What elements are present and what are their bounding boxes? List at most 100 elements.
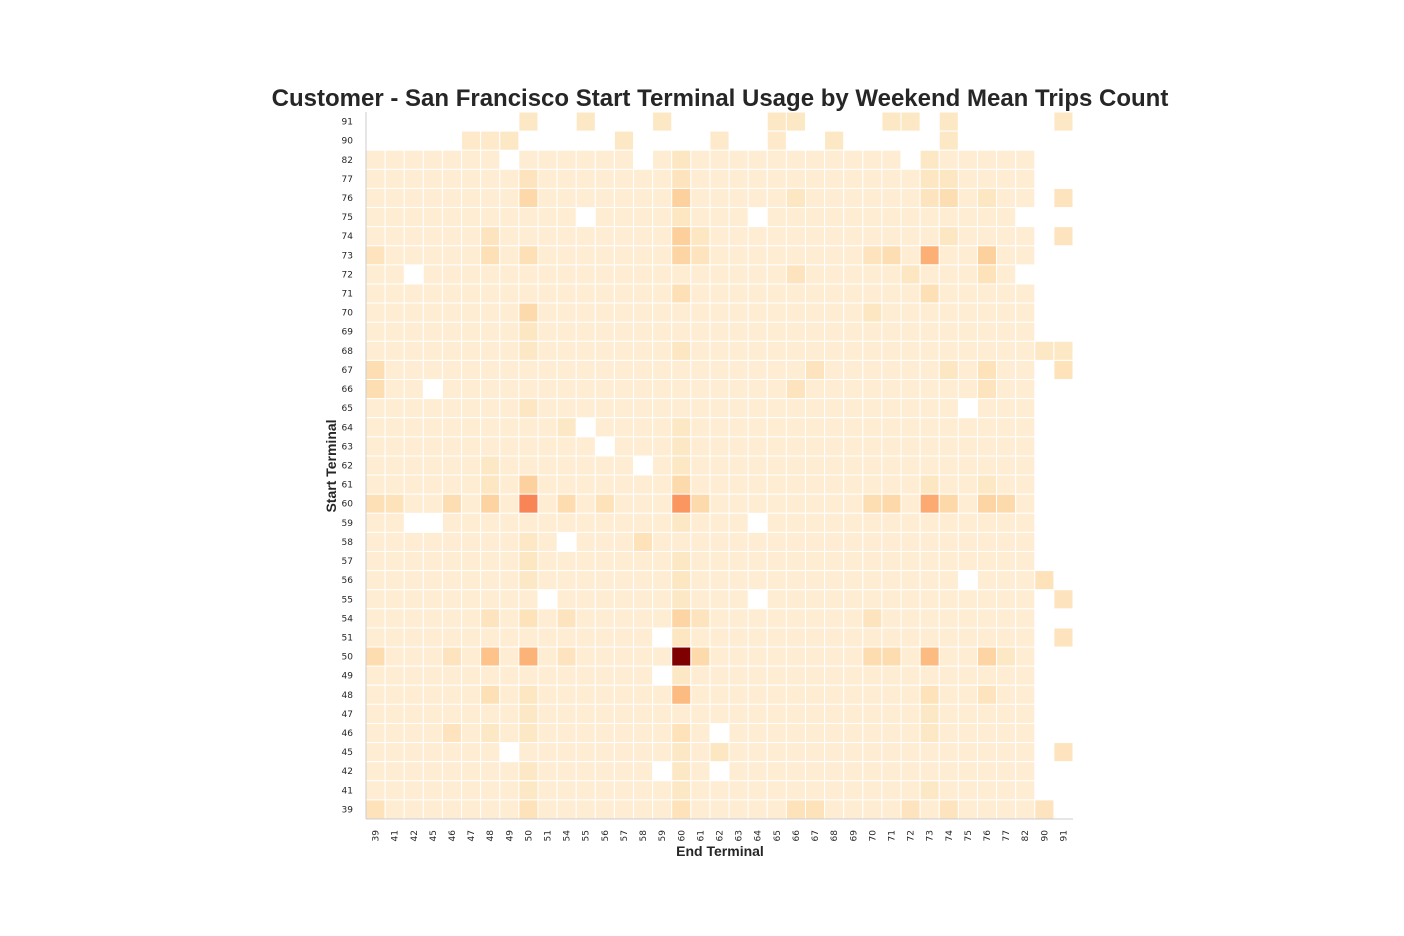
heatmap-cell: [824, 187, 845, 209]
heatmap-cell: [919, 531, 940, 552]
heatmap-cell: [996, 340, 1017, 361]
heatmap-cell: [938, 570, 959, 591]
heatmap-cell: [1015, 168, 1036, 189]
heatmap-cell: [461, 780, 482, 801]
y-tick-label: 70: [342, 309, 354, 319]
heatmap-cell: [747, 168, 768, 189]
heatmap-cell: [957, 512, 978, 533]
heatmap-cell: [480, 665, 501, 686]
heatmap-cell: [976, 703, 998, 724]
heatmap-cell: [900, 111, 921, 132]
heatmap-cell: [537, 245, 558, 266]
heatmap-cell: [1015, 340, 1036, 361]
heatmap-cell: [480, 417, 501, 438]
heatmap-cell: [824, 570, 845, 591]
heatmap-cell: [900, 570, 921, 591]
x-tick-label: 65: [773, 830, 783, 841]
heatmap-cell: [881, 359, 902, 381]
heatmap-cell: [938, 149, 959, 170]
heatmap-cell: [709, 665, 730, 686]
heatmap-cell: [499, 703, 520, 724]
heatmap-cell: [996, 245, 1017, 266]
heatmap-cell: [747, 570, 768, 591]
heatmap-cell: [957, 665, 978, 686]
heatmap-cell: [556, 493, 577, 514]
heatmap-cell: [384, 627, 405, 648]
heatmap-cell: [633, 684, 654, 705]
heatmap-cell: [575, 780, 596, 801]
heatmap-cell: [652, 187, 673, 209]
heatmap-cell: [518, 570, 539, 591]
heatmap-cell: [690, 436, 711, 457]
heatmap-cell: [365, 149, 386, 170]
heatmap-cell: [518, 550, 539, 572]
heatmap-cell: [594, 589, 615, 610]
heatmap-cell: [728, 264, 749, 285]
heatmap-cell: [518, 149, 539, 170]
x-tick-label: 55: [582, 830, 592, 841]
heatmap-cell: [441, 455, 463, 476]
x-tick-label: 42: [410, 830, 420, 841]
heatmap-cell: [919, 627, 940, 648]
heatmap-cell: [441, 493, 463, 514]
heatmap-cell: [747, 761, 768, 782]
heatmap-cell: [403, 646, 424, 667]
heatmap-cell: [652, 589, 673, 610]
heatmap-cell: [900, 245, 921, 266]
heatmap-cell: [556, 455, 577, 476]
heatmap-cell: [690, 226, 711, 247]
heatmap-cell: [957, 302, 978, 323]
heatmap-cell: [441, 799, 463, 820]
heatmap-cell: [594, 149, 615, 170]
heatmap-cell: [747, 780, 768, 801]
heatmap-cell: [403, 379, 424, 400]
heatmap-cell: [633, 321, 654, 342]
heatmap-cell: [766, 226, 787, 247]
heatmap-cell: [633, 379, 654, 400]
x-tick-label: 63: [735, 830, 745, 841]
heatmap-cell: [365, 474, 386, 495]
heatmap-cell: [747, 379, 768, 400]
heatmap-cell: [441, 168, 463, 189]
heatmap-cell: [441, 264, 463, 285]
heatmap-cell: [881, 398, 902, 419]
heatmap-cell: [556, 321, 577, 342]
heatmap-cell: [766, 493, 787, 514]
heatmap-cell: [690, 379, 711, 400]
y-tick-label: 50: [342, 653, 354, 663]
heatmap-cell: [938, 455, 959, 476]
heatmap-cell: [996, 627, 1017, 648]
heatmap-cell: [365, 684, 386, 705]
heatmap-cell: [709, 703, 730, 724]
heatmap-cell: [671, 608, 692, 629]
heatmap-cell: [843, 245, 864, 266]
x-tick-label: 50: [524, 830, 534, 842]
heatmap-cell: [690, 321, 711, 342]
heatmap-cell: [996, 398, 1017, 419]
x-tick-label: 51: [544, 830, 554, 841]
heatmap-cell: [728, 474, 749, 495]
heatmap-cell: [594, 646, 615, 667]
heatmap-cell: [518, 168, 539, 189]
heatmap-cell: [480, 512, 501, 533]
y-tick-label: 51: [342, 633, 353, 643]
heatmap-cell: [824, 761, 845, 782]
heatmap-cell: [976, 531, 998, 552]
heatmap-cell: [575, 799, 596, 820]
heatmap-cell: [785, 493, 806, 514]
heatmap-cell: [804, 264, 826, 285]
heatmap-cell: [938, 111, 959, 132]
heatmap-cell: [403, 703, 424, 724]
heatmap-cell: [422, 340, 443, 361]
heatmap-cell: [633, 703, 654, 724]
x-tick-label: 75: [964, 830, 974, 841]
heatmap-cell: [976, 627, 998, 648]
heatmap-cell: [671, 742, 692, 763]
heatmap-cell: [365, 340, 386, 361]
y-tick-label: 47: [342, 710, 353, 720]
heatmap-cell: [556, 474, 577, 495]
heatmap-cell: [766, 302, 787, 323]
heatmap-cell: [919, 646, 940, 667]
heatmap-cell: [365, 417, 386, 438]
heatmap-cell: [1015, 149, 1036, 170]
